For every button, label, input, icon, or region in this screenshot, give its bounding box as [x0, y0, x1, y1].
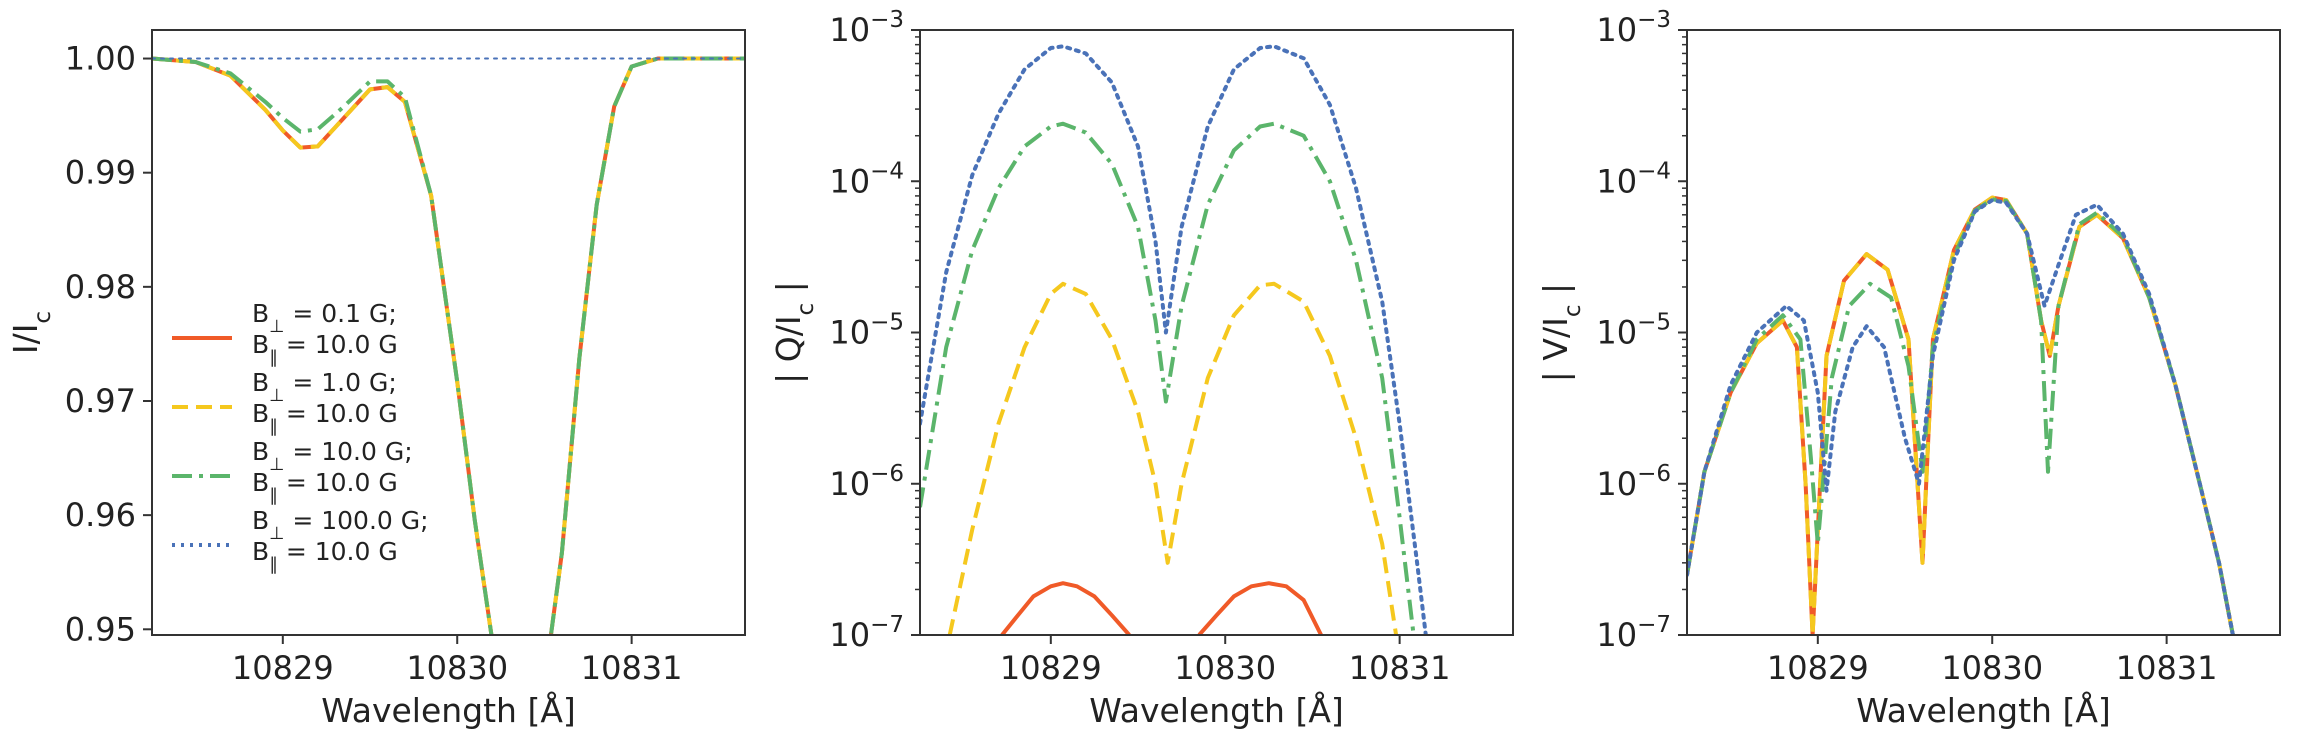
legend-label-1: B∥ = 10.0 G	[252, 399, 398, 437]
axes-frame	[151, 29, 746, 636]
x-tick-label: 10831	[2116, 649, 2218, 687]
y-tick-label: 10−6	[829, 461, 904, 503]
legend-label-2: B∥ = 10.0 G	[252, 468, 398, 506]
x-tick-label: 10831	[1349, 649, 1451, 687]
x-tick-label: 10830	[1174, 649, 1276, 687]
x-tick-label: 10829	[1000, 649, 1102, 687]
y-tick-label: 10−3	[829, 7, 904, 49]
panel-Q: 10829 10830 10831 10−7 10−6 10−5 10−4 10−3 Wavel…	[769, 7, 1514, 730]
x-axis-label: Wavelength [Å]	[321, 690, 576, 730]
x-tick-label: 10829	[1767, 649, 1869, 687]
legend-label-1: B⊥ = 1.0 G;	[252, 368, 397, 406]
series-line-0	[1000, 581, 1323, 635]
legend: B⊥ = 0.1 G;B∥ = 10.0 GB⊥ = 1.0 G;B∥ = 10…	[172, 299, 429, 575]
y-tick-label: 10−5	[829, 310, 904, 352]
series-line-3	[1687, 198, 2235, 635]
x-axis-label: Wavelength [Å]	[1856, 690, 2111, 730]
y-tick-label: 10−5	[1596, 310, 1671, 352]
legend-label-2: B⊥ = 10.0 G;	[252, 437, 413, 475]
x-tick-label: 10830	[1941, 649, 2043, 687]
y-tick-label: 0.95	[65, 610, 136, 648]
y-tick-label: 10−6	[1596, 461, 1671, 503]
y-axis-label: | Q/Ic |	[769, 281, 819, 384]
y-tick-label: 10−4	[1596, 158, 1671, 200]
y-tick-label: 0.96	[65, 496, 136, 534]
y-tick-label: 10−7	[829, 612, 904, 654]
y-tick-label: 10−3	[1596, 7, 1671, 49]
series-line-2	[152, 56, 745, 635]
y-tick-label: 0.97	[65, 382, 136, 420]
x-tick-label: 10829	[232, 649, 334, 687]
y-tick-label: 10−7	[1596, 612, 1671, 654]
y-axis-label: | V/Ic |	[1536, 283, 1586, 382]
series-line-1	[152, 56, 745, 635]
x-axis-label: Wavelength [Å]	[1089, 690, 1344, 730]
series-group	[1687, 195, 2235, 635]
legend-label-0: B⊥ = 0.1 G;	[252, 299, 397, 337]
legend-label-3: B⊥ = 100.0 G;	[252, 506, 429, 544]
legend-label-0: B∥ = 10.0 G	[252, 330, 398, 368]
y-tick-label: 1.00	[65, 40, 136, 78]
series-line-2	[920, 121, 1416, 635]
x-tick-label: 10830	[406, 649, 508, 687]
series-group	[920, 44, 1428, 635]
series-group	[152, 56, 745, 635]
panel-I: 10829 10830 10831 0.95 0.96 0.97 0.98 0.99 1.00 W…	[6, 29, 746, 730]
y-axis-label: I/Ic	[6, 311, 56, 354]
y-tick-label: 0.99	[65, 154, 136, 192]
legend-label-3: B∥ = 10.0 G	[252, 537, 398, 575]
series-line-3	[920, 44, 1428, 635]
series-line-1	[947, 281, 1399, 635]
y-tick-label: 0.98	[65, 268, 136, 306]
panel-V: 10829 10830 10831 10−7 10−6 10−5 10−4 10−3 Wavel…	[1536, 7, 2281, 730]
x-tick-label: 10831	[581, 649, 683, 687]
y-tick-label: 10−4	[829, 158, 904, 200]
